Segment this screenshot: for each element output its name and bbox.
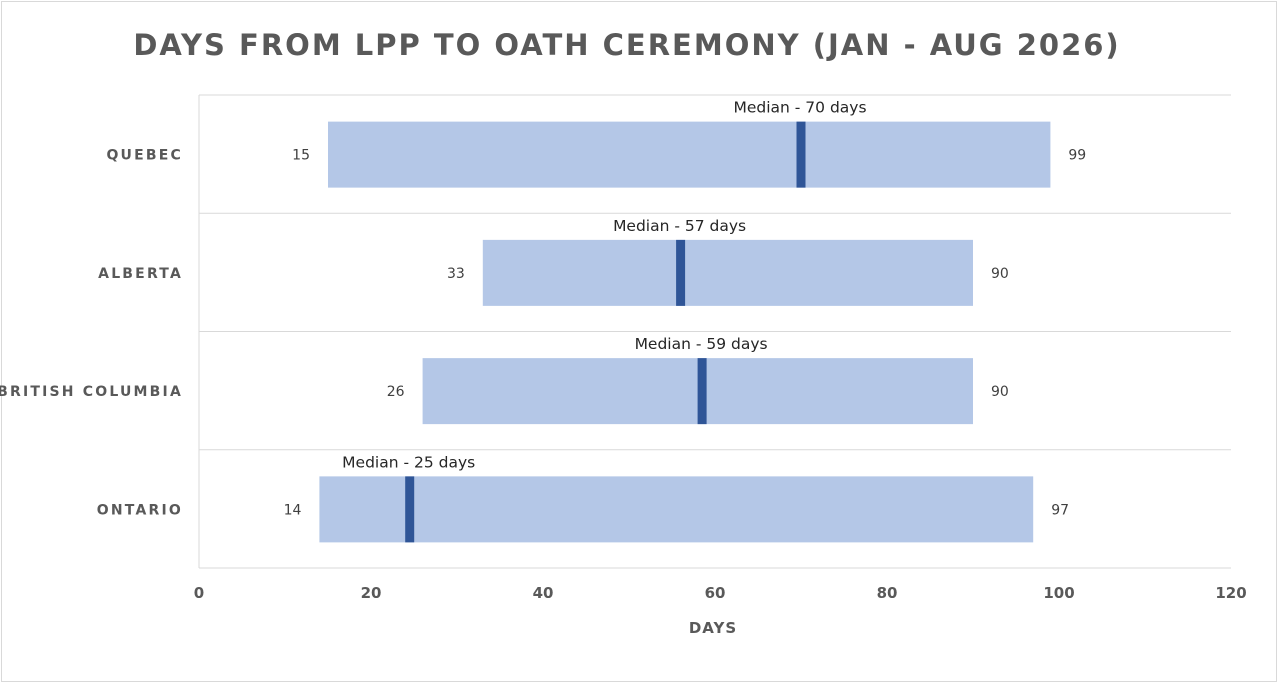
- range-bar: [319, 476, 1034, 543]
- median-marker: [697, 358, 707, 425]
- min-label: 15: [292, 148, 310, 164]
- max-label: 99: [1068, 148, 1086, 164]
- bars: [319, 121, 1051, 543]
- grid: [198, 94, 1231, 569]
- min-label: 33: [447, 266, 465, 282]
- max-label: 90: [991, 384, 1009, 400]
- category-label: QUEBEC: [106, 148, 183, 164]
- median-marker: [796, 121, 806, 188]
- median-marker: [405, 476, 415, 543]
- min-label: 26: [387, 384, 405, 400]
- category-label: BRITISH COLUMBIA: [0, 384, 183, 400]
- x-tick-label: 0: [194, 584, 204, 602]
- median-label: Median - 70 days: [733, 99, 866, 117]
- x-tick-label: 40: [533, 584, 554, 602]
- max-label: 97: [1051, 502, 1069, 518]
- x-tick-label: 80: [877, 584, 898, 602]
- x-tick-label: 60: [705, 584, 726, 602]
- median-marker: [676, 239, 686, 306]
- max-label: 90: [991, 266, 1009, 282]
- median-label: Median - 57 days: [613, 217, 746, 235]
- category-label: ONTARIO: [97, 502, 183, 518]
- x-tick-label: 120: [1215, 584, 1246, 602]
- x-tick-label: 20: [361, 584, 382, 602]
- labels: 0 20 40 60 80 100 120 QUEBEC 15 99 Median - 70 day…: [0, 99, 1247, 602]
- category-label: ALBERTA: [98, 266, 183, 282]
- min-label: 14: [284, 502, 302, 518]
- median-label: Median - 59 days: [635, 335, 768, 353]
- range-bar: [328, 121, 1051, 188]
- x-tick-label: 100: [1043, 584, 1074, 602]
- x-axis-label: DAYS: [689, 619, 737, 637]
- chart-title: DAYS FROM LPP TO OATH CEREMONY (JAN - AU…: [133, 28, 1121, 62]
- median-label: Median - 25 days: [342, 453, 475, 471]
- range-bar: [482, 239, 973, 306]
